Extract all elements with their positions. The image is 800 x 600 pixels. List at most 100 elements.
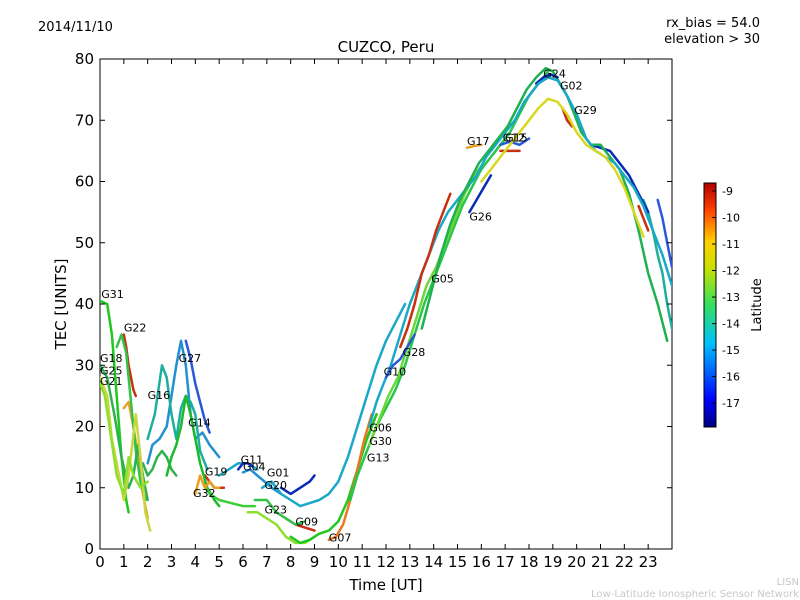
series-label-g25: G25 <box>100 364 123 377</box>
series-line-g26 <box>468 174 493 214</box>
plot-area: G31G22G18G25G21G16G27G14G19G32G04G11G01G… <box>75 50 673 571</box>
series-line-g22 <box>115 333 147 502</box>
y-tick-label: 40 <box>75 295 94 313</box>
x-tick-label: 8 <box>286 553 296 571</box>
series-line-g28 <box>399 192 452 349</box>
series-label-g19: G19 <box>205 466 228 479</box>
series-line-g20 <box>253 498 307 526</box>
rx-bias-label: rx_bias = 54.0 <box>666 16 760 31</box>
series-layer <box>100 66 672 545</box>
series-label-g11: G11 <box>241 453 264 466</box>
series-line-g01 <box>260 302 407 508</box>
series-label-g24: G24 <box>543 67 566 80</box>
x-tick-label: 10 <box>329 553 348 571</box>
y-tick-label: 80 <box>75 50 94 68</box>
x-tick-label: 23 <box>639 553 658 571</box>
series-label-g20: G20 <box>264 479 287 492</box>
series-label-g23: G23 <box>264 503 287 516</box>
y-tick-label: 30 <box>75 356 94 374</box>
y-tick-label: 50 <box>75 234 94 252</box>
colorbar-tick-label: -17 <box>722 397 740 410</box>
x-tick-label: 19 <box>543 553 562 571</box>
latitude-colorbar: -9 -10 -11 -12 -13 -14 -15 -16 -17 Latitude <box>703 182 765 428</box>
x-tick-label: 12 <box>376 553 395 571</box>
x-tick-label: 14 <box>424 553 443 571</box>
y-tick-label: 10 <box>75 479 94 497</box>
x-axis-label: Time [UT] <box>348 576 422 594</box>
colorbar-tick-label: -10 <box>722 211 740 224</box>
x-tick-label: 3 <box>167 553 177 571</box>
series-label-g32: G32 <box>193 487 216 500</box>
colorbar-tick-label: -9 <box>722 185 733 198</box>
series-line-g04 <box>241 468 283 496</box>
series-label-g29: G29 <box>574 104 597 117</box>
chart-title: CUZCO, Peru <box>338 38 435 56</box>
series-line-g30 <box>368 161 485 447</box>
y-tick-label: 20 <box>75 418 94 436</box>
plot-frame <box>99 58 673 550</box>
y-tick-label: 70 <box>75 111 94 129</box>
x-tick-label: 15 <box>448 553 467 571</box>
series-label-g16: G16 <box>148 389 171 402</box>
credit-short: LISN <box>777 577 799 588</box>
series-label-g21: G21 <box>100 375 123 388</box>
colorbar-tick-label: -11 <box>722 238 740 251</box>
tec-trace-segment <box>656 198 672 269</box>
tec-trace-segment <box>184 339 211 434</box>
series-line-g21 <box>100 382 149 496</box>
series-label-g09: G09 <box>295 516 318 529</box>
series-line-g29 <box>480 97 645 238</box>
x-tick-label: 21 <box>591 553 610 571</box>
tec-trace-segment <box>141 449 178 477</box>
series-label-g28: G28 <box>403 346 426 359</box>
colorbar-tick-label: -13 <box>722 291 740 304</box>
x-tick-label: 18 <box>519 553 538 571</box>
series-label-g18: G18 <box>100 352 123 365</box>
x-tick-label: 2 <box>143 553 153 571</box>
series-line-g24 <box>534 73 559 85</box>
elevation-label: elevation > 30 <box>664 32 760 47</box>
x-axis-ticks: 0 1 2 3 4 5 6 7 8 9 10 11 12 13 14 15 16 17 18 19 20 21 22 23 <box>95 59 658 571</box>
y-tick-label: 0 <box>84 540 94 558</box>
credit-long: Low-Latitude Ionospheric Sensor Network <box>591 589 799 600</box>
date-label: 2014/11/10 <box>38 20 113 35</box>
x-tick-label: 9 <box>310 553 320 571</box>
y-tick-label: 60 <box>75 173 94 191</box>
y-axis-ticks: 0 10 20 30 40 50 60 70 80 <box>75 50 672 558</box>
series-label-g30: G30 <box>369 435 392 448</box>
series-label-g22: G22 <box>124 322 147 335</box>
tec-trace-segment <box>589 143 650 214</box>
series-line-g05 <box>420 66 669 343</box>
series-line-g06 <box>368 88 536 428</box>
colorbar-label: Latitude <box>750 278 765 332</box>
y-axis-label: TEC [UNITS] <box>52 259 70 351</box>
x-tick-label: 4 <box>191 553 201 571</box>
series-line-g11 <box>236 462 254 471</box>
series-line-g19 <box>201 480 257 508</box>
colorbar-ticks: -9 -10 -11 -12 -13 -14 -15 -16 -17 <box>712 185 740 410</box>
series-label-g17: G17 <box>467 135 490 148</box>
x-tick-label: 13 <box>400 553 419 571</box>
x-tick-label: 5 <box>214 553 224 571</box>
colorbar-gradient <box>703 182 717 428</box>
x-tick-label: 0 <box>95 553 105 571</box>
series-label-g07: G07 <box>329 532 352 545</box>
x-tick-label: 6 <box>238 553 248 571</box>
series-label-g31: G31 <box>101 288 124 301</box>
series-label-g26: G26 <box>469 211 492 224</box>
series-label-g06: G06 <box>369 421 392 434</box>
colorbar-tick-label: -14 <box>722 318 740 331</box>
colorbar-tick-label: -16 <box>722 371 740 384</box>
series-line-g10 <box>384 333 416 379</box>
series-label-g01: G01 <box>267 467 290 480</box>
tec-trace-segment <box>637 204 650 232</box>
series-line-g27 <box>146 364 209 471</box>
series-line-g32 <box>194 474 221 496</box>
series-line-g17 <box>465 143 483 150</box>
x-tick-label: 22 <box>615 553 634 571</box>
series-label-g14: G14 <box>188 417 211 430</box>
series-label-g10: G10 <box>384 366 407 379</box>
series-line-g31 <box>100 299 130 514</box>
series-label-g05: G05 <box>431 273 454 286</box>
